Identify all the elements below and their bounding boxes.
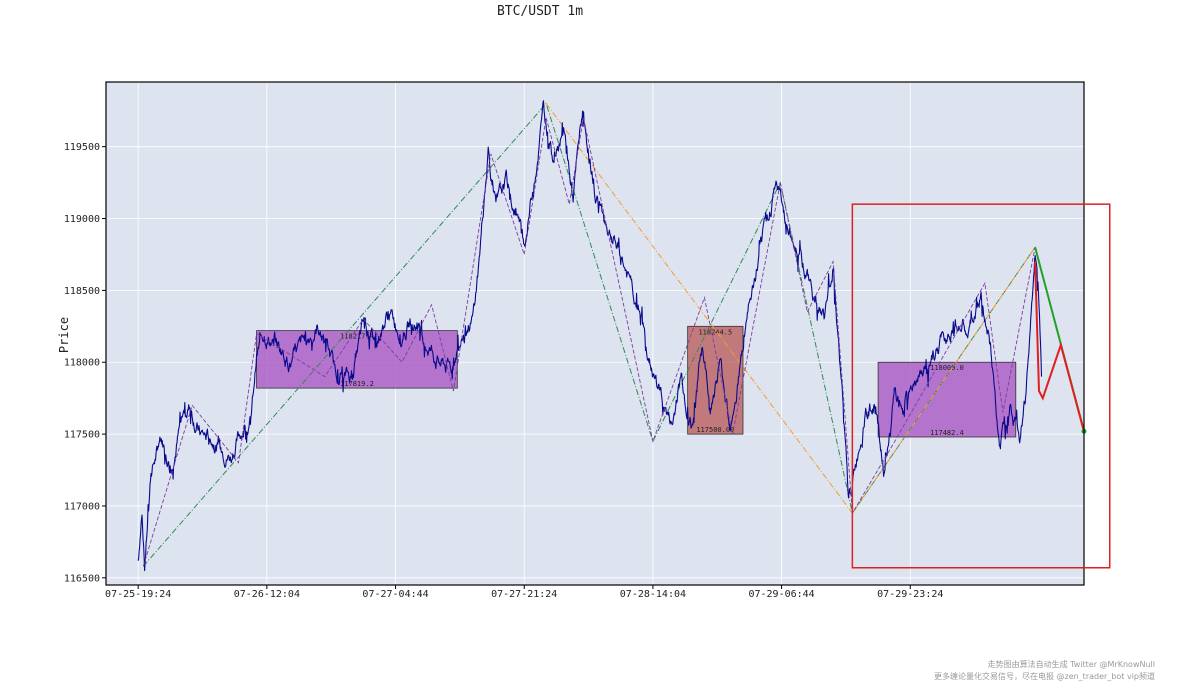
plot-area: 116500 117000 117500 118000 118500 119000 1195… <box>64 81 1111 600</box>
zone-top-label: 118217.4 <box>340 333 374 341</box>
zone-bottom-label: 117482.4 <box>930 429 964 437</box>
y-tick-label: 118000 <box>64 358 100 369</box>
chart-title: BTC/USDT 1m <box>497 4 583 19</box>
x-tick-label: 07-27-21:24 <box>491 589 557 600</box>
pivot-zone <box>256 330 458 389</box>
forecast-line-red <box>1034 261 1085 432</box>
x-tick-label: 07-25-19:24 <box>105 589 171 600</box>
y-tick-label: 119500 <box>64 142 100 153</box>
zone-top-label: 118244.5 <box>698 328 732 336</box>
zone-bottom-label: 117819.2 <box>340 380 374 388</box>
x-tick-label: 07-28-14:04 <box>620 589 686 600</box>
zone-bottom-label: 117500.09 <box>696 426 734 434</box>
y-tick-label: 118500 <box>64 286 100 297</box>
watermark-line-1: 走势图由算法自动生成 Twitter @MrKnowNull <box>987 660 1155 669</box>
price-line <box>137 100 1043 572</box>
y-axis-label: Price <box>57 317 71 353</box>
segment-line-green <box>142 102 1036 567</box>
plot-background <box>106 82 1084 585</box>
y-tick-label: 117500 <box>64 430 100 441</box>
x-tick-label: 07-26-12:04 <box>234 589 300 600</box>
highlight-box <box>851 203 1111 569</box>
y-tick-label: 117000 <box>64 501 100 512</box>
pivot-zone <box>687 325 744 435</box>
y-tick-label: 119000 <box>64 214 100 225</box>
plot-frame <box>105 81 1085 586</box>
zone-top-label: 118000.0 <box>930 364 964 372</box>
y-tick-label: 116500 <box>64 573 100 584</box>
x-tick-label: 07-29-23:24 <box>877 589 943 600</box>
x-tick-label: 07-27-04:44 <box>362 589 428 600</box>
x-tick-label: 07-29-06:44 <box>748 589 814 600</box>
segment-line-orange <box>545 103 1085 514</box>
watermark: 走势图由算法自动生成 Twitter @MrKnowNull 更多缠论量化交易信… <box>934 659 1155 683</box>
watermark-line-2: 更多缠论量化交易信号，尽在电报 @zen_trader_bot vip频道 <box>933 672 1155 681</box>
